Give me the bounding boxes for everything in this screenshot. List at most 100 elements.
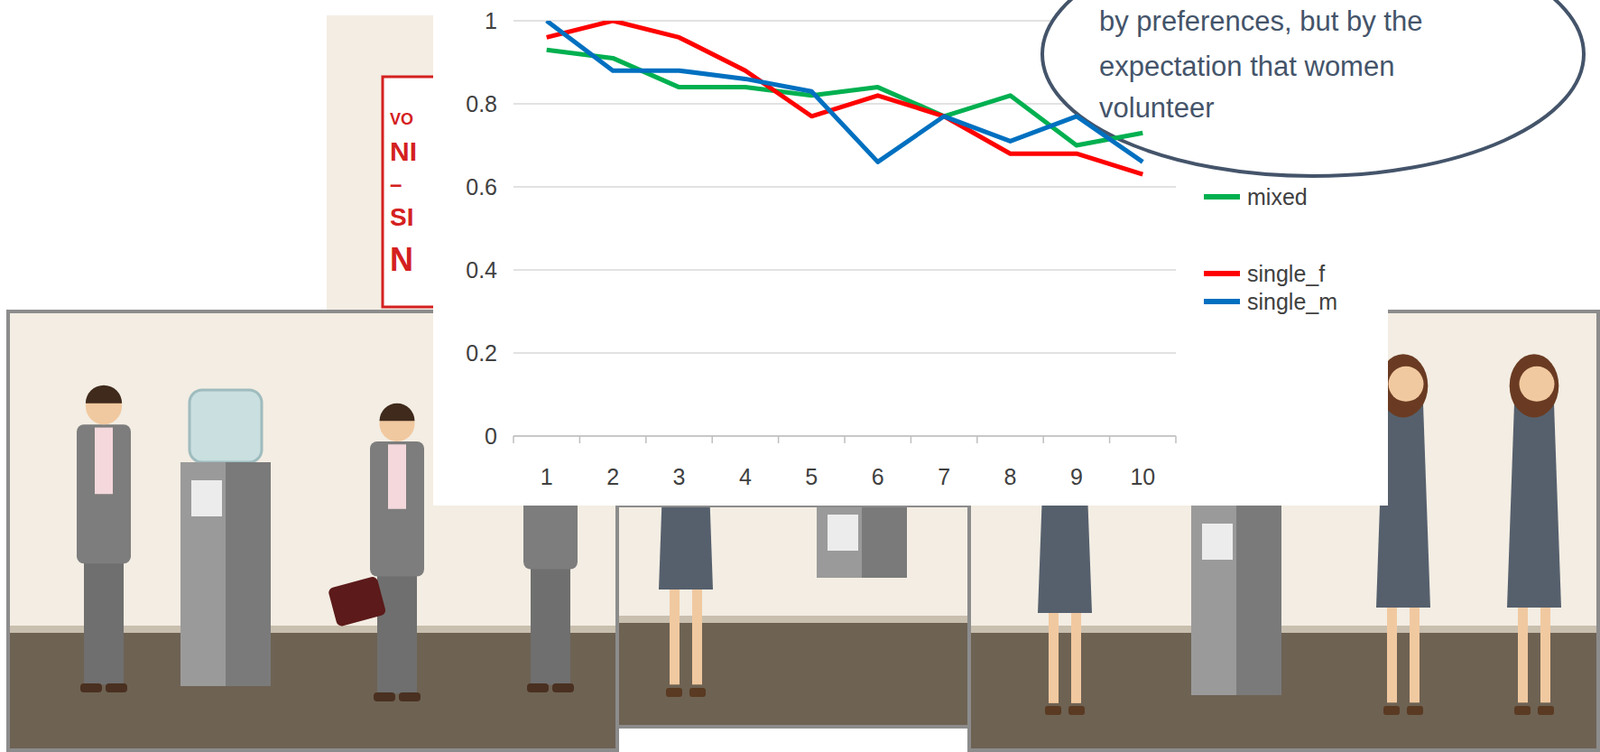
grid-line [513,185,1176,188]
leg [692,589,703,685]
shoe [80,683,102,693]
dress [1507,403,1562,608]
briefcase [327,575,387,628]
shoe [527,683,549,693]
dress [658,505,713,590]
legend-label: mixed [1247,184,1308,210]
shoe [105,683,128,693]
leg [1071,612,1082,703]
trousers [377,567,417,694]
hair [1509,353,1560,417]
x-tick-label: 2 [606,463,620,490]
shoe [552,683,574,693]
shirt [94,427,113,495]
leg [1517,607,1528,703]
legend-label: single_f [1247,260,1325,287]
slide: VO NI – SI N 0 0.2 0.4 0.6 0.8 1 1 2 3 4 5 6 7 8 9 10 by pref… [0,0,1600,752]
leg [1540,607,1551,703]
cooler-body [1191,505,1282,695]
y-tick-label: 1 [484,8,498,34]
poster-text: VO [389,110,414,129]
legend-swatch [1203,298,1240,305]
leg [1409,607,1420,703]
hair [379,403,416,421]
x-tick-mark [1042,435,1045,444]
y-tick-label: 0.2 [465,340,498,366]
grid-line [513,351,1176,354]
x-tick-label: 8 [1004,463,1018,490]
cooler-tap [1202,523,1233,560]
shoe [373,692,396,702]
x-tick-label: 3 [673,463,686,490]
legend-label: single_m [1247,288,1338,315]
leg [1048,612,1059,703]
leg [1387,607,1397,703]
annotation-text: expectation that women [1099,50,1395,83]
y-tick-label: 0 [484,423,498,449]
baseboard [969,625,1599,633]
trousers [530,560,571,685]
leg [669,589,680,685]
x-tick-mark [579,435,582,444]
panel [617,505,970,727]
cooler-bottle [189,389,262,463]
hair [85,385,122,404]
x-tick-label: 7 [937,463,951,490]
shoe [398,692,421,702]
cooler-side [1236,505,1282,695]
jacket [369,441,425,577]
heel [1045,705,1062,715]
cooler-body [180,462,271,686]
shirt [388,443,407,509]
annotation-text: by preferences, but by the [1099,5,1423,37]
x-tick-label: 6 [871,463,885,490]
series-line [546,20,1144,162]
x-tick-mark [512,435,515,444]
cooler-side [225,462,271,686]
cooler-side [861,505,907,578]
head [1519,366,1555,402]
x-tick-label: 9 [1070,463,1083,490]
x-tick-mark [976,435,979,444]
y-tick-label: 0.4 [465,257,498,283]
floor [969,632,1599,750]
x-tick-mark [1109,435,1111,444]
x-tick-mark [1174,435,1177,444]
x-tick-mark [777,435,780,444]
cooler-tap [191,480,222,517]
annotation-text: volunteer [1099,92,1215,124]
plot-lines [546,20,1144,175]
poster-text: SI [389,203,414,232]
panel-frame [617,505,970,727]
grid-line [513,268,1176,271]
x-tick-label: 1 [540,463,554,490]
x-tick-label: 10 [1129,463,1156,490]
head [1388,366,1425,402]
x-tick-mark [711,435,713,444]
poster-text: NI [389,136,417,167]
legend-swatch [1203,270,1240,277]
heel [1068,705,1085,715]
x-tick-mark [645,435,648,444]
series-line [546,20,1144,175]
series-line [546,49,1144,146]
x-tick-mark [843,435,846,444]
cooler-body [816,505,907,578]
y-tick-label: 0.6 [465,174,498,200]
y-tick-label: 0.8 [465,91,498,117]
heel [689,687,706,697]
heel [665,687,683,697]
jacket [76,424,131,564]
heel [1537,705,1554,715]
x-tick-label: 4 [739,463,752,490]
legend-swatch [1203,194,1240,200]
heel [1406,705,1424,715]
poster-text: N [389,240,414,278]
trousers [83,554,124,685]
heel [1514,705,1531,715]
x-tick-label: 5 [804,463,818,490]
poster-text: – [389,171,402,196]
cooler-tap [827,514,859,551]
x-tick-mark [910,435,913,444]
heel [1383,705,1400,715]
